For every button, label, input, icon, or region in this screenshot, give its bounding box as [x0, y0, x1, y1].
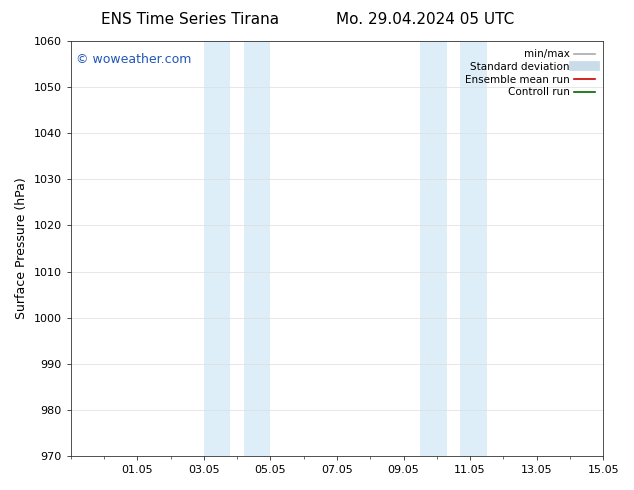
- Bar: [204, 41, 230, 456]
- Text: ENS Time Series Tirana: ENS Time Series Tirana: [101, 12, 279, 27]
- Y-axis label: Surface Pressure (hPa): Surface Pressure (hPa): [15, 178, 28, 319]
- Bar: [420, 41, 447, 456]
- Legend: min/max, Standard deviation, Ensemble mean run, Controll run: min/max, Standard deviation, Ensemble me…: [462, 46, 598, 100]
- Text: © woweather.com: © woweather.com: [76, 53, 191, 67]
- Text: Mo. 29.04.2024 05 UTC: Mo. 29.04.2024 05 UTC: [335, 12, 514, 27]
- Bar: [460, 41, 487, 456]
- Bar: [243, 41, 270, 456]
